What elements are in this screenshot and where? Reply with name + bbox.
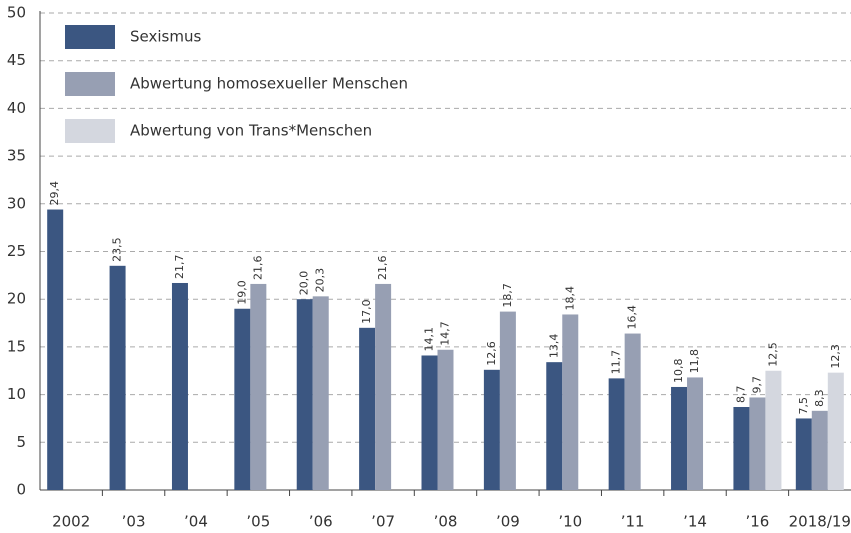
bar xyxy=(671,386,688,490)
legend-label: Abwertung von Trans*Menschen xyxy=(130,122,372,140)
x-tick-label: ’11 xyxy=(621,513,645,531)
y-tick-label: 10 xyxy=(7,385,26,403)
bar xyxy=(687,377,704,490)
bar xyxy=(562,314,579,490)
y-tick-label: 20 xyxy=(7,290,26,308)
value-label: 13,4 xyxy=(547,334,560,359)
y-tick-label: 40 xyxy=(7,99,26,117)
bar xyxy=(795,418,812,490)
x-tick-label: ’04 xyxy=(184,513,208,531)
value-label: 12,6 xyxy=(485,341,498,366)
value-label: 17,0 xyxy=(360,299,373,324)
legend-swatch xyxy=(65,119,115,143)
legend-swatch xyxy=(65,25,115,49)
bar xyxy=(827,372,844,490)
bar xyxy=(499,311,516,490)
x-tick-label: 2002 xyxy=(52,513,90,531)
bar xyxy=(483,369,500,490)
value-label: 21,7 xyxy=(173,254,186,279)
bar xyxy=(733,407,750,490)
value-label: 12,5 xyxy=(766,342,779,367)
bar xyxy=(296,299,313,490)
y-tick-label: 30 xyxy=(7,194,26,212)
x-tick-label: ’07 xyxy=(371,513,395,531)
value-label: 23,5 xyxy=(111,237,124,262)
x-tick-label: ’06 xyxy=(309,513,333,531)
legend-label: Abwertung homosexueller Menschen xyxy=(130,75,408,93)
value-label: 14,7 xyxy=(439,321,452,346)
x-tick-label: ’05 xyxy=(246,513,270,531)
bar xyxy=(546,362,563,490)
bar xyxy=(608,378,625,490)
bar xyxy=(250,283,267,490)
bar xyxy=(811,410,828,490)
x-tick-label: ’10 xyxy=(558,513,582,531)
bar xyxy=(312,296,329,490)
legend-swatch xyxy=(65,72,115,96)
value-label: 29,4 xyxy=(48,181,61,206)
value-label: 12,3 xyxy=(829,344,842,369)
value-label: 7,5 xyxy=(797,397,810,415)
y-tick-label: 35 xyxy=(7,147,26,165)
bar xyxy=(171,282,188,490)
x-tick-label: ’08 xyxy=(434,513,458,531)
value-label: 19,0 xyxy=(235,280,248,305)
y-tick-label: 5 xyxy=(16,433,26,451)
value-label: 14,1 xyxy=(423,327,436,352)
x-tick-label: ’14 xyxy=(683,513,707,531)
bar xyxy=(109,265,126,490)
y-tick-label: 25 xyxy=(7,242,26,260)
bar xyxy=(421,355,438,490)
x-tick-label: ’03 xyxy=(122,513,146,531)
bar xyxy=(359,327,376,490)
bar xyxy=(624,333,641,490)
y-tick-label: 45 xyxy=(7,51,26,69)
value-label: 8,3 xyxy=(813,389,826,407)
value-label: 9,7 xyxy=(750,376,763,394)
value-label: 8,7 xyxy=(734,386,747,404)
y-tick-label: 0 xyxy=(16,481,26,499)
bar xyxy=(437,349,454,490)
value-label: 11,7 xyxy=(610,350,623,375)
value-label: 11,8 xyxy=(688,349,701,374)
x-tick-label: 2018/19 xyxy=(789,513,851,531)
value-label: 16,4 xyxy=(626,305,639,330)
value-label: 20,0 xyxy=(298,271,311,296)
bar xyxy=(375,283,392,490)
value-label: 18,7 xyxy=(501,283,514,308)
y-tick-label: 50 xyxy=(7,4,26,22)
legend-label: Sexismus xyxy=(130,28,201,46)
value-label: 18,4 xyxy=(563,286,576,311)
bar xyxy=(234,308,251,490)
value-label: 21,6 xyxy=(376,255,389,280)
y-tick-label: 15 xyxy=(7,337,26,355)
bar xyxy=(749,397,766,490)
x-tick-label: ’09 xyxy=(496,513,520,531)
x-tick-label: ’16 xyxy=(745,513,769,531)
value-label: 20,3 xyxy=(314,268,327,293)
bar xyxy=(47,209,64,491)
bar xyxy=(765,370,782,490)
value-label: 10,8 xyxy=(672,358,685,383)
value-label: 21,6 xyxy=(251,255,264,280)
